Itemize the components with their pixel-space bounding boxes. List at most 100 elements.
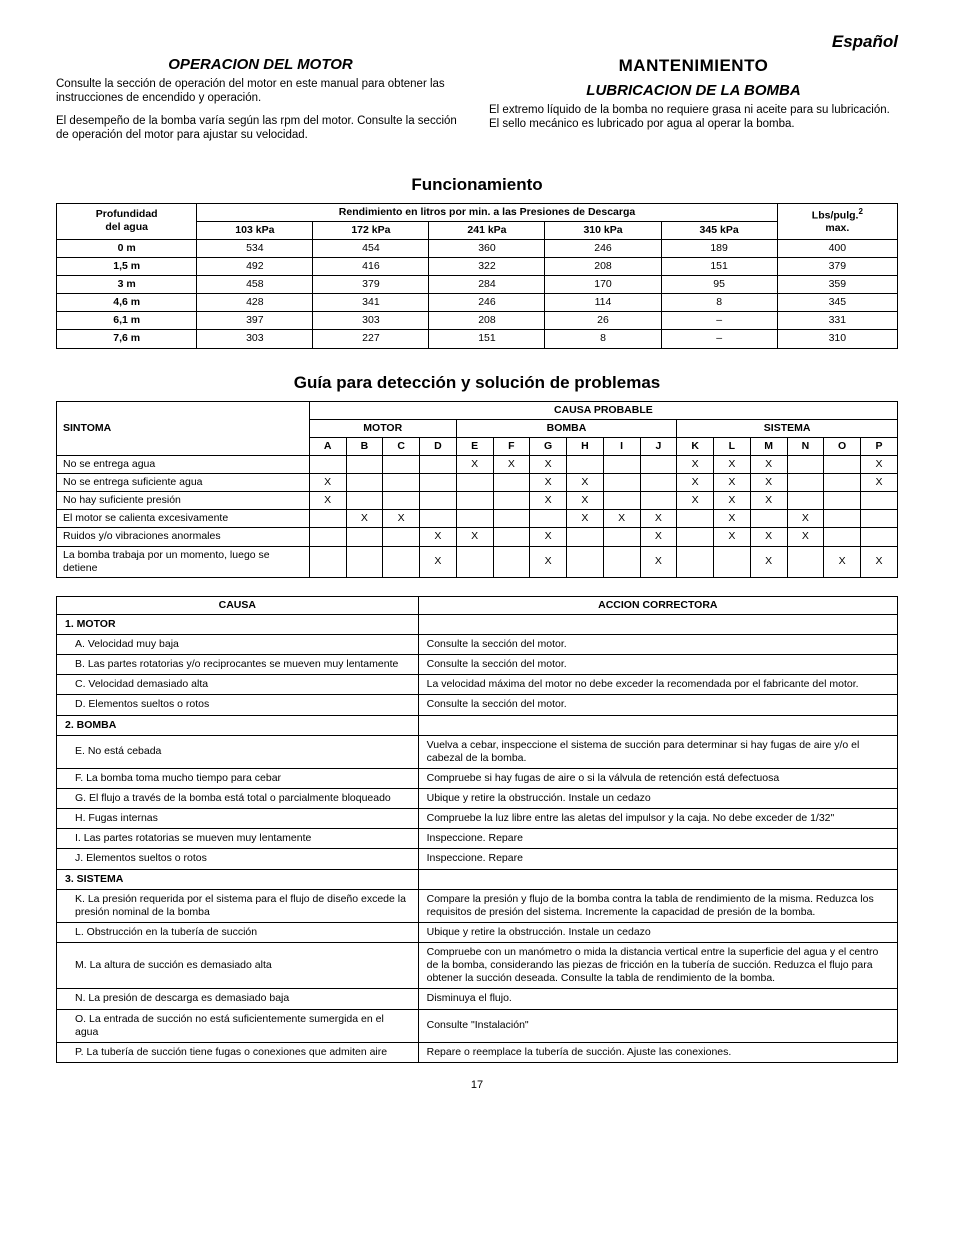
ts-mark: X	[456, 455, 493, 473]
ts-mark	[456, 546, 493, 577]
perf-cell: 341	[313, 294, 429, 312]
perf-cell: 400	[777, 239, 897, 257]
ca-cause: G. El flujo a través de la bomba está to…	[57, 789, 419, 809]
ts-mark	[456, 492, 493, 510]
ts-letter-H: H	[567, 437, 604, 455]
ts-mark: X	[750, 528, 787, 546]
ts-letter-C: C	[383, 437, 420, 455]
left-heading: OPERACION DEL MOTOR	[56, 56, 465, 73]
ts-letter-L: L	[714, 437, 751, 455]
ts-mark	[824, 474, 861, 492]
ts-mark	[383, 474, 420, 492]
ts-letter-M: M	[750, 437, 787, 455]
right-column: MANTENIMIENTO LUBRICACION DE LA BOMBA El…	[489, 56, 898, 151]
ts-symptom: No hay suficiente presión	[57, 492, 310, 510]
ts-mark	[420, 492, 457, 510]
ts-mark: X	[861, 474, 898, 492]
ts-mark: X	[530, 546, 567, 577]
perf-col-4: 345 kPa	[661, 221, 777, 239]
ca-section-empty	[418, 869, 897, 889]
ts-title: Guía para detección y solución de proble…	[56, 373, 898, 393]
ca-cause: O. La entrada de succión no está suficie…	[57, 1009, 419, 1042]
ts-symptom: La bomba trabaja por un momento, luego s…	[57, 546, 310, 577]
perf-cell: 26	[545, 312, 661, 330]
ts-letter-N: N	[787, 437, 824, 455]
perf-cell: 428	[197, 294, 313, 312]
ca-section-empty	[418, 614, 897, 634]
ts-mark: X	[420, 528, 457, 546]
ts-group-bomba: BOMBA	[456, 419, 677, 437]
perf-cell: 8	[661, 294, 777, 312]
ts-mark	[309, 455, 346, 473]
perf-cell: –	[661, 330, 777, 348]
ts-mark: X	[346, 510, 383, 528]
perf-cell: 8	[545, 330, 661, 348]
page-number: 17	[56, 1079, 898, 1091]
ts-mark: X	[677, 474, 714, 492]
ts-mark: X	[640, 528, 677, 546]
ts-mark: X	[530, 528, 567, 546]
ts-mark: X	[714, 510, 751, 528]
ca-action: La velocidad máxima del motor no debe ex…	[418, 675, 897, 695]
perf-cell: 151	[661, 257, 777, 275]
ts-letter-O: O	[824, 437, 861, 455]
ts-mark	[493, 528, 530, 546]
ca-cause: K. La presión requerida por el sistema p…	[57, 889, 419, 922]
ts-group-motor: MOTOR	[309, 419, 456, 437]
ca-cause: E. No está cebada	[57, 735, 419, 768]
perf-cell: 208	[429, 312, 545, 330]
ts-mark: X	[420, 546, 457, 577]
ca-cause: C. Velocidad demasiado alta	[57, 675, 419, 695]
ts-mark	[420, 510, 457, 528]
ts-mark: X	[567, 510, 604, 528]
ts-mark: X	[493, 455, 530, 473]
ts-symptom: El motor se calienta excesivamente	[57, 510, 310, 528]
ts-mark	[787, 474, 824, 492]
ca-cause: P. La tubería de succión tiene fugas o c…	[57, 1042, 419, 1062]
ts-mark	[530, 510, 567, 528]
ts-mark	[346, 546, 383, 577]
ts-mark	[750, 510, 787, 528]
left-column: OPERACION DEL MOTOR Consulte la sección …	[56, 56, 465, 151]
cause-action-table: CAUSAACCION CORRECTORA 1. MOTORA. Veloci…	[56, 596, 898, 1063]
perf-cell: 534	[197, 239, 313, 257]
perf-col-last: Lbs/pulg.2max.	[777, 203, 897, 239]
ca-cause: M. La altura de succión es demasiado alt…	[57, 943, 419, 989]
ts-mark	[640, 474, 677, 492]
ts-mark	[714, 546, 751, 577]
perf-cell: 284	[429, 276, 545, 294]
ts-mark	[567, 455, 604, 473]
ts-letter-F: F	[493, 437, 530, 455]
language-label: Español	[56, 32, 898, 52]
perf-cell: 95	[661, 276, 777, 294]
ts-mark: X	[750, 492, 787, 510]
ts-mark	[346, 492, 383, 510]
ca-action: Compruebe la luz libre entre las aletas …	[418, 809, 897, 829]
ts-mark: X	[677, 492, 714, 510]
perf-col-3: 310 kPa	[545, 221, 661, 239]
performance-table: Profundidaddel aguaRendimiento en litros…	[56, 203, 898, 349]
perf-group-header: Rendimiento en litros por min. a las Pre…	[197, 203, 777, 221]
ts-mark	[309, 528, 346, 546]
ca-cause: F. La bomba toma mucho tiempo para cebar	[57, 768, 419, 788]
ts-mark	[383, 492, 420, 510]
ca-cause: H. Fugas internas	[57, 809, 419, 829]
ts-mark	[677, 528, 714, 546]
ts-mark	[309, 510, 346, 528]
ts-mark: X	[714, 492, 751, 510]
ts-mark	[640, 492, 677, 510]
ca-action: Consulte la sección del motor.	[418, 655, 897, 675]
ts-letter-A: A	[309, 437, 346, 455]
ts-mark: X	[309, 492, 346, 510]
ts-mark: X	[567, 492, 604, 510]
intro-columns: OPERACION DEL MOTOR Consulte la sección …	[56, 56, 898, 151]
ts-group-sistema: SISTEMA	[677, 419, 898, 437]
perf-cell: 379	[777, 257, 897, 275]
perf-title: Funcionamiento	[56, 175, 898, 195]
ts-mark: X	[787, 528, 824, 546]
ca-section-empty	[418, 715, 897, 735]
ts-mark	[824, 455, 861, 473]
ts-mark: X	[530, 474, 567, 492]
ca-action: Vuelva a cebar, inspeccione el sistema d…	[418, 735, 897, 768]
ts-mark: X	[309, 474, 346, 492]
